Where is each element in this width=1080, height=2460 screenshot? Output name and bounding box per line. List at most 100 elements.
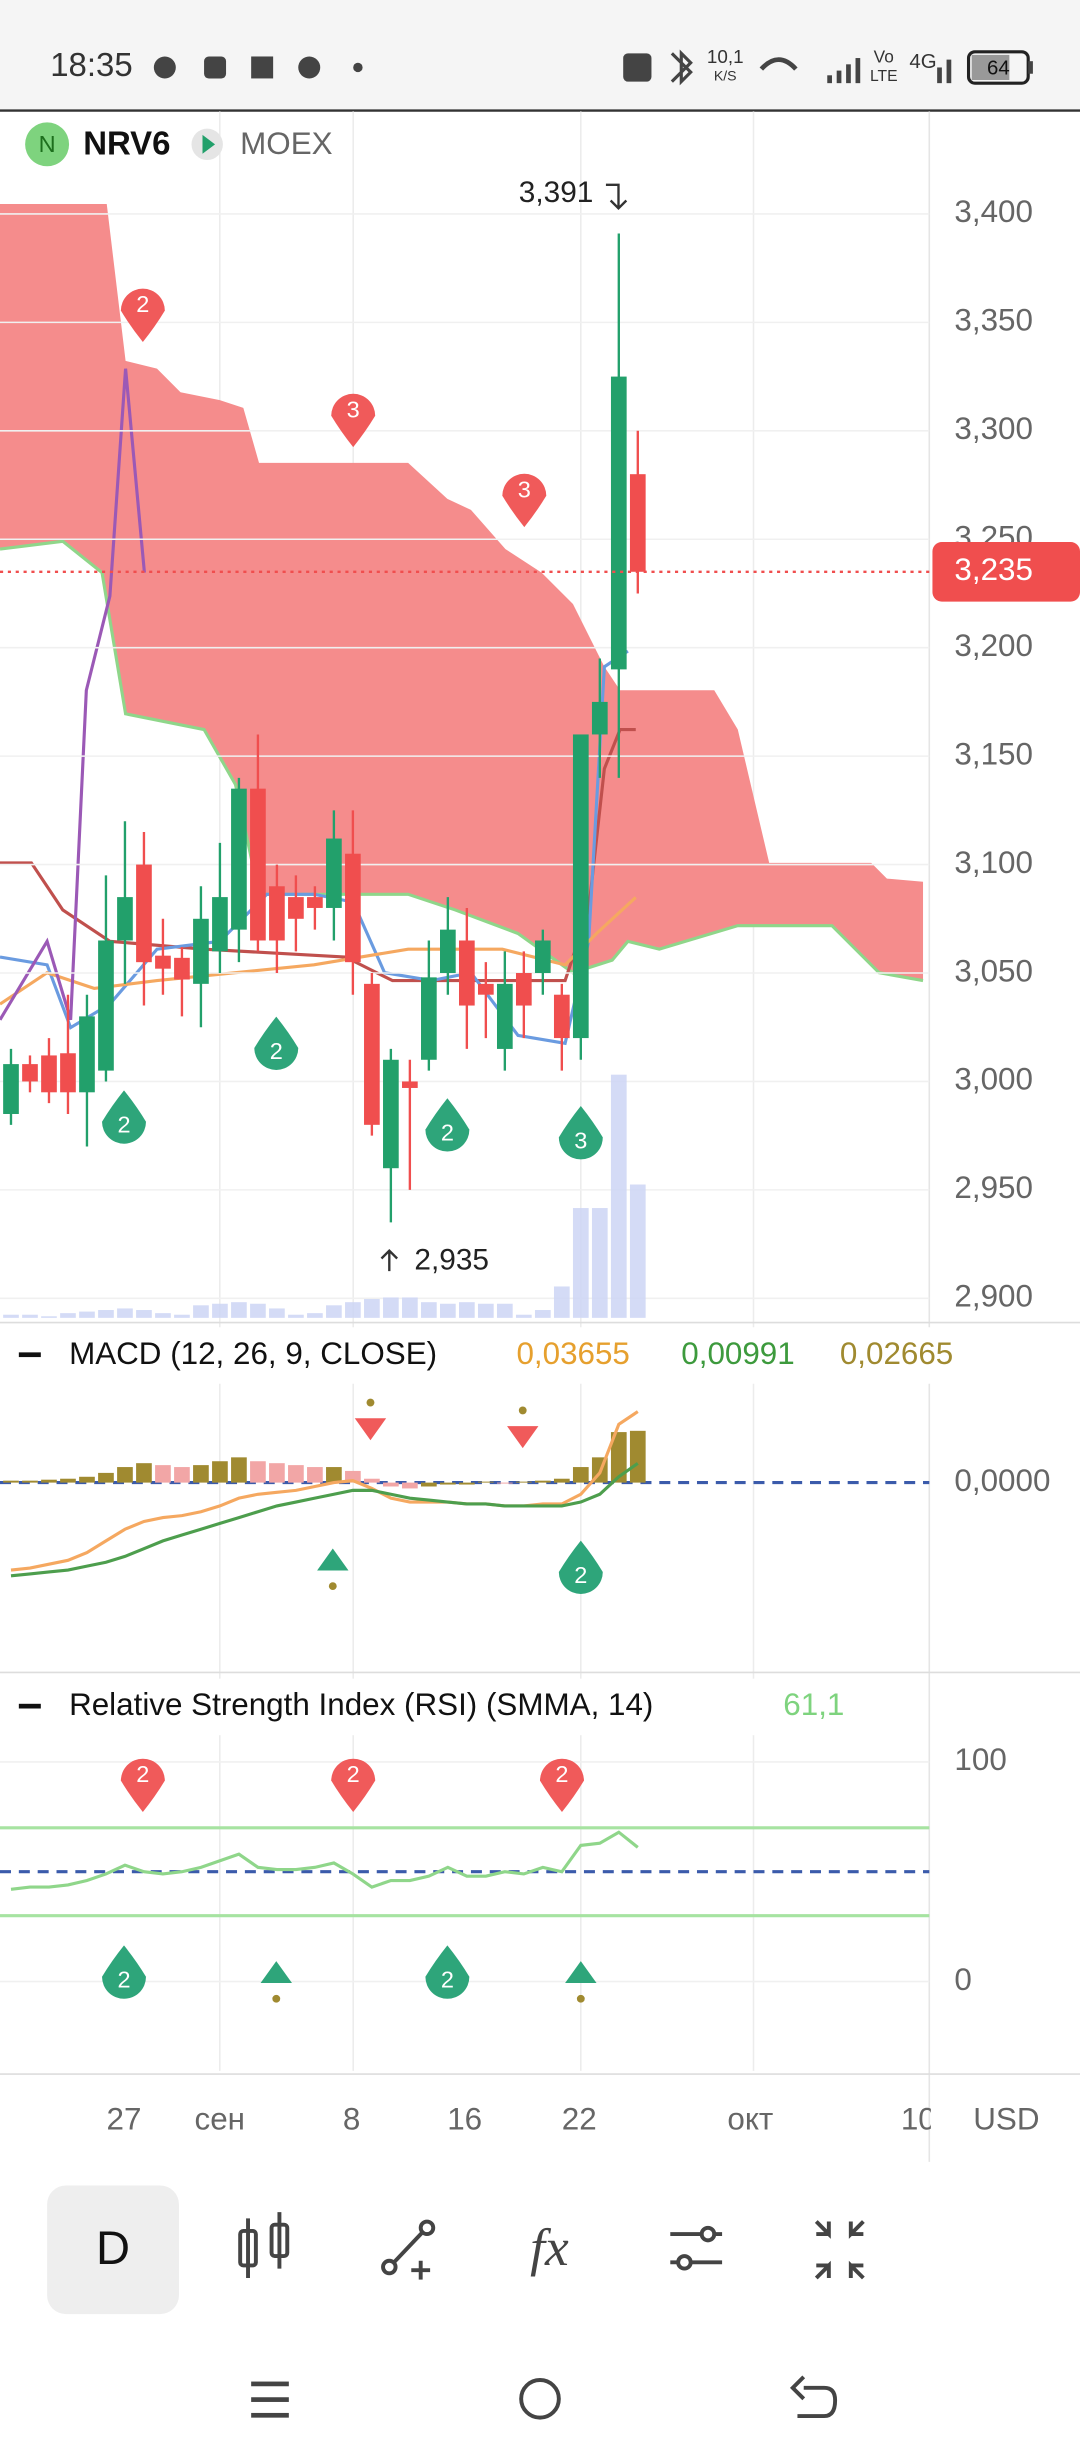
volume-bar [3,1314,19,1318]
histogram-bar [326,1467,342,1483]
x-axis: 27 сен 8 16 22 окт 10 [107,2086,963,2150]
signal-marker [331,393,376,448]
candle-body [496,983,513,1049]
axis-mask [930,2086,963,2150]
y-tick-label: 0,0000 [954,1463,1050,1498]
signal-marker [425,1098,470,1152]
signal-marker [102,1090,146,1144]
candle-body [22,1064,38,1082]
signal-label: 3 [574,1127,587,1153]
candle-body [250,788,266,941]
ichimoku-cloud [0,203,924,981]
rsi-value: 61,1 [783,1687,844,1722]
candle-body [515,973,532,1006]
net-speed: 10,1 [707,46,744,67]
volume-bar [269,1308,285,1318]
volume-bar [364,1299,380,1318]
candle-body [553,994,570,1039]
last-price-label: 3,235 [954,552,1033,587]
volume-bar [572,1208,589,1318]
histogram-bar [79,1476,95,1483]
histogram-bar [572,1467,589,1483]
y-tick-label: 3,100 [954,845,1033,880]
kijun-line [0,727,636,983]
signal-label: 2 [574,1562,587,1588]
candle-body [383,1059,399,1169]
rsi-title: Relative Strength Index (RSI) (SMMA, 14) [69,1687,653,1722]
collapse-icon[interactable] [18,1703,41,1709]
signal-dot [328,1582,337,1591]
interval-button[interactable] [47,2185,179,2315]
histogram-bar [212,1461,228,1483]
max-label: 3,391 [519,176,594,209]
volume-bar [98,1310,114,1318]
volume-bar [477,1303,494,1318]
max-arrow [605,183,628,211]
y-tick-label: 3,200 [954,628,1033,663]
y-tick-label: 2,950 [954,1170,1033,1205]
volume-bar [155,1313,171,1318]
candle-body [3,1064,19,1114]
signal-label: 2 [555,1761,568,1787]
status-bar [0,0,1080,110]
y-tick-label: 100 [954,1742,1006,1777]
histogram-bar [193,1465,209,1483]
volume-bar [288,1314,304,1318]
signal-label: 2 [441,1967,454,1993]
ticker[interactable]: NRV6 [83,125,170,162]
histogram-bar [22,1480,38,1483]
volume-bar [383,1297,399,1318]
volume-bar [440,1303,456,1318]
rsi-line [10,1830,639,1891]
histogram-bar [553,1478,570,1483]
histogram-bar [41,1479,57,1483]
candle-body [629,474,646,572]
histogram-bar [98,1472,114,1483]
signal-label: 3 [347,396,360,422]
indicators-icon[interactable]: fx [530,2217,569,2277]
candle-body [572,734,589,1039]
signal-label: 2 [270,1038,283,1064]
currency[interactable]: USD [973,2101,1039,2136]
candle-body [212,897,228,952]
exchange-icon [202,134,216,154]
candle-body [440,929,456,974]
interval-label[interactable]: D [96,2221,130,2274]
signal-marker [102,1945,146,1999]
y-tick-label: 3,150 [954,736,1033,771]
histogram-bar [345,1470,361,1483]
x-tick-label: 27 [107,2101,142,2136]
histogram-bar [136,1463,152,1483]
histogram-value: 0,02665 [840,1336,953,1371]
volume-bar [459,1302,475,1318]
histogram-bar [440,1482,456,1485]
toolbar-icons[interactable] [238,2212,865,2420]
x-tick-label: 16 [447,2101,482,2136]
volume-bar [307,1313,323,1318]
volume-bar [421,1302,437,1318]
volte: Vo [874,47,894,67]
volume-bar [553,1286,570,1318]
y-tick-label: 3,050 [954,953,1033,988]
volume-bar [610,1074,627,1318]
signal-arrow [354,1418,387,1441]
signal-marker [331,1758,376,1813]
volume-bar [41,1316,57,1318]
signal-label: 2 [136,291,149,317]
last-price-box [932,541,1080,602]
signal-label: 2 [117,1967,130,1993]
volte: LTE [870,68,898,85]
volume-bar [60,1313,76,1318]
collapse-icon[interactable] [18,1352,41,1358]
y-tick-label: 3,000 [954,1062,1033,1097]
signal-label: 2 [136,1761,149,1787]
candle-body [421,977,437,1060]
volume-bar [22,1314,38,1318]
volume-bar [79,1311,95,1318]
histogram-bar [288,1465,304,1483]
network: 4G [909,51,936,73]
candle-body [269,886,285,941]
legend-box [0,1678,856,1736]
